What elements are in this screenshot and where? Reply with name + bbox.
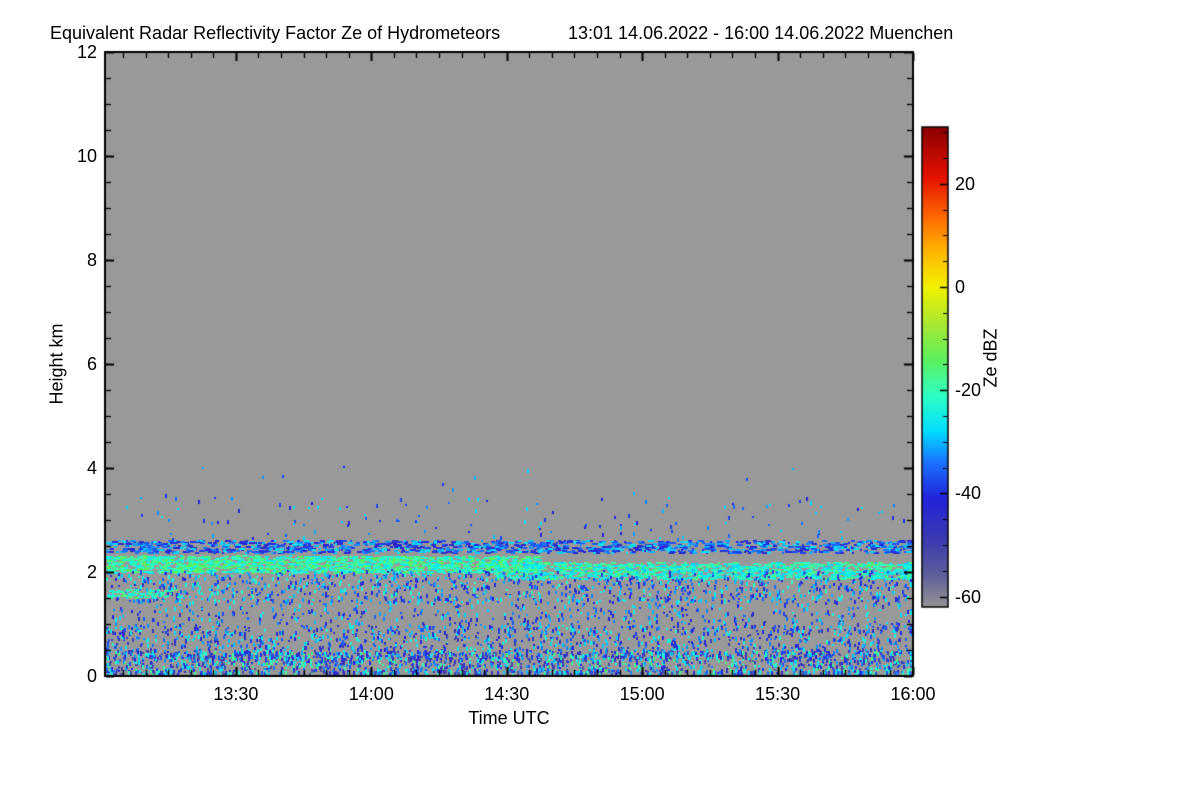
colorbar-tick-label: 20: [955, 173, 976, 194]
x-axis-tick-label: 14:00: [348, 684, 394, 704]
y-axis-tick-label: 0: [86, 666, 97, 686]
colorbar-tick-label: -40: [955, 483, 982, 504]
plot-period-location: 13:01 14.06.2022 - 16:00 14.06.2022 Muen…: [568, 23, 954, 43]
plot-title: Equivalent Radar Reflectivity Factor Ze …: [50, 23, 501, 43]
colorbar-tick-label: -20: [955, 380, 982, 401]
x-axis-tick-label: 15:30: [755, 684, 801, 704]
x-axis-tick-label: 14:30: [484, 684, 530, 704]
x-axis-tick-label: 13:30: [213, 684, 259, 704]
y-axis-tick-label: 4: [86, 458, 97, 478]
x-axis-tick-label: 15:00: [619, 684, 665, 704]
y-axis-tick-label: 10: [76, 146, 97, 166]
colorbar-tick-label: -60: [955, 586, 982, 607]
y-axis-tick-label: 2: [86, 562, 97, 582]
colorbar-tick-label: 0: [955, 277, 966, 297]
y-axis-tick-label: 6: [86, 354, 97, 374]
x-axis-tick-label: 16:00: [890, 684, 936, 704]
y-axis-tick-label: 8: [86, 250, 97, 270]
x-axis-label: Time UTC: [468, 708, 550, 728]
y-axis-tick-label: 12: [76, 42, 97, 62]
colorbar-label: Ze dBZ: [980, 328, 1001, 388]
